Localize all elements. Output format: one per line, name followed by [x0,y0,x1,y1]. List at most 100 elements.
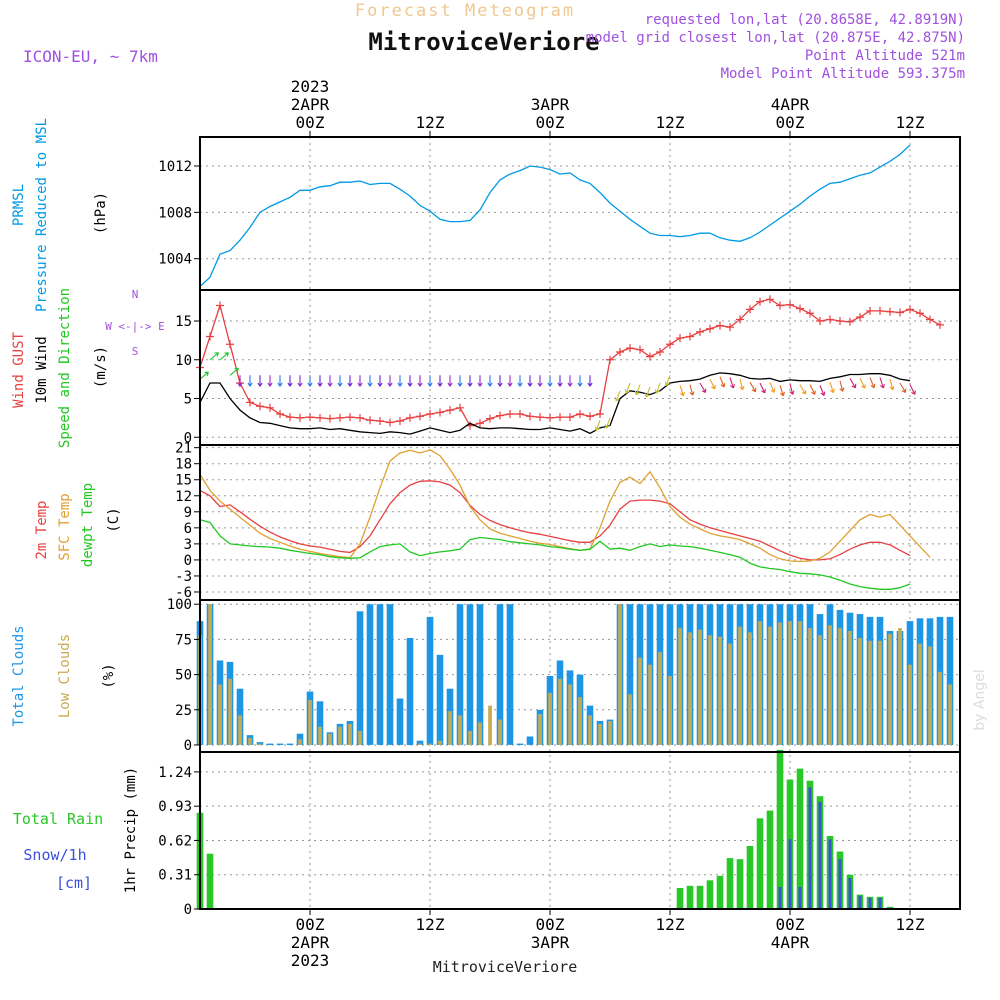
low-clouds-bar [448,711,452,745]
chart-subtitle: Forecast Meteogram [355,1,575,21]
top-time-label: 4APR [771,95,810,114]
compass-south-label: S [132,345,139,358]
wind-direction-arrow [769,381,776,393]
total-clouds-bar [406,638,414,745]
gust-point [486,414,494,423]
low-clouds-bar [778,622,782,745]
total-rain-bar [716,875,724,909]
temperature-2m-temp-line [199,480,911,561]
top-time-label: 12Z [416,113,445,132]
total-rain-label: Total Rain [13,810,103,828]
gust-point [526,412,534,421]
low-clouds-bar [478,722,482,745]
clouds-ytick-label: 75 [175,632,192,648]
total-clouds-bar [526,736,534,745]
top-time-label: 12Z [656,113,685,132]
pressure-unit-label: (hPa) [93,192,109,234]
wind-wind-gust-line [199,298,941,427]
gust-point [336,413,344,422]
bottom-time-label: 2023 [291,951,330,970]
wind-direction-arrow [809,384,816,395]
gust-point [636,345,644,354]
wind-direction-arrow [819,385,826,396]
low-clouds-bar [878,640,882,745]
snow-bar [878,897,882,909]
total-rain-bar [736,859,744,909]
gust-point [596,410,604,418]
temperature-ytick-label: 0 [184,553,192,569]
total-clouds-bar [626,604,634,745]
total-clouds-bar [516,743,524,745]
low-clouds-bar [498,719,502,745]
gust-point [936,320,944,329]
wind-direction-arrow [487,375,493,387]
wind-direction-arrow [557,375,563,387]
wind-direction-arrow [327,375,333,387]
precip-unit-label: 1hr Precip (mm) [123,767,139,893]
wind-direction-arrow [277,375,283,387]
gust-point [776,301,784,310]
footer-title: MitroviceVeriore [433,958,578,976]
low-clouds-bar [238,715,242,745]
temperature-ytick-label: -3 [175,569,192,585]
low-clouds-bar [548,692,552,745]
gust-point [736,315,744,324]
snow-bar [808,787,812,909]
low-clouds-bar [318,726,322,745]
precip-ytick-label: 1.24 [158,765,192,781]
temperature-ytick-label: 21 [175,441,192,457]
total-clouds-bar [946,616,954,745]
gust-point [246,398,254,407]
wind-direction-arrow [527,375,533,387]
precip-ytick-label: 0.31 [158,868,192,884]
total-rain-bar [686,885,694,909]
clouds-ytick-label: 0 [184,738,192,754]
low-clouds-bar [868,640,872,745]
total-clouds-label: Total Clouds [11,625,27,726]
temperature-dewpt-temp-line [199,519,911,590]
gust-point [816,317,824,325]
wind-direction-arrow [547,375,553,387]
gust-point [506,410,514,418]
low-clouds-bar [558,678,562,745]
wind-direction-arrow [614,390,621,402]
wind-direction-arrow [799,384,807,395]
wind-direction-arrow [337,375,343,387]
low-clouds-bar [818,635,822,745]
snow-bar [868,897,872,909]
wind-direction-arrow [869,377,876,389]
total-clouds-bar [316,701,324,745]
pressure-ytick-label: 1008 [158,205,192,221]
temp-dewpt-label: dewpt Temp [80,483,96,567]
low-clouds-bar [208,604,212,745]
gust-point [386,418,394,427]
gust-point [446,406,454,415]
pressure-ytick-label: 1012 [158,159,192,175]
bottom-time-label: 00Z [296,915,325,934]
top-time-label: 00Z [536,113,565,132]
temperature-frame [199,444,961,601]
wind-direction-arrow [689,384,695,396]
low-clouds-bar [428,743,432,745]
low-clouds-bar [748,632,752,745]
gust-point [796,304,804,313]
gust-point [696,327,704,336]
wind-direction-arrow [297,375,303,387]
gust-point [266,403,274,412]
wind-gust-label: Wind GUST [11,332,27,408]
wind-direction-arrow [199,371,209,380]
wind-direction-arrow [417,375,423,387]
gust-point [496,411,504,420]
gust-point [646,352,654,361]
low-clouds-bar [858,638,862,745]
wind-direction-arrow [624,382,631,394]
low-clouds-bar [218,684,222,745]
low-clouds-bar [788,621,792,745]
wind-direction-arrow [497,375,503,387]
clouds-unit-label: (%) [101,663,117,688]
wind-direction-arrow [909,384,916,395]
gust-point [256,402,264,411]
wind-direction-arrow [267,375,273,387]
total-clouds-bar [256,742,264,745]
